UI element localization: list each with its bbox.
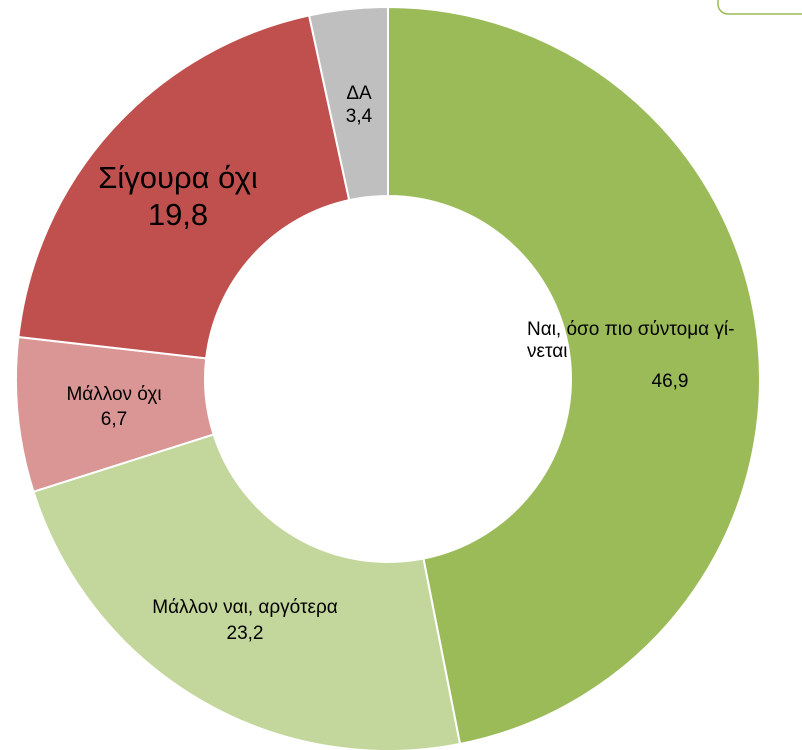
slice-label: ΔΑ xyxy=(346,83,372,104)
slice-label: Σίγουρα όχι xyxy=(98,160,258,195)
donut-slice xyxy=(32,433,462,750)
slice-label: Μάλλον ναι, αργότερα xyxy=(152,597,338,618)
donut-slice xyxy=(17,14,351,360)
legend-box xyxy=(717,0,802,15)
slice-label: Μάλλον όχι xyxy=(66,384,161,405)
slice-value: 19,8 xyxy=(148,197,208,232)
slice-value: 23,2 xyxy=(227,623,264,644)
donut-slice xyxy=(307,5,389,202)
slice-value: 46,9 xyxy=(652,371,689,392)
donut-slice xyxy=(387,5,761,746)
slice-value: 3,4 xyxy=(346,106,373,127)
slice-label: Ναι, όσο πιο σύντομα γί-νεται xyxy=(527,319,734,362)
slice-value: 6,7 xyxy=(101,409,127,430)
